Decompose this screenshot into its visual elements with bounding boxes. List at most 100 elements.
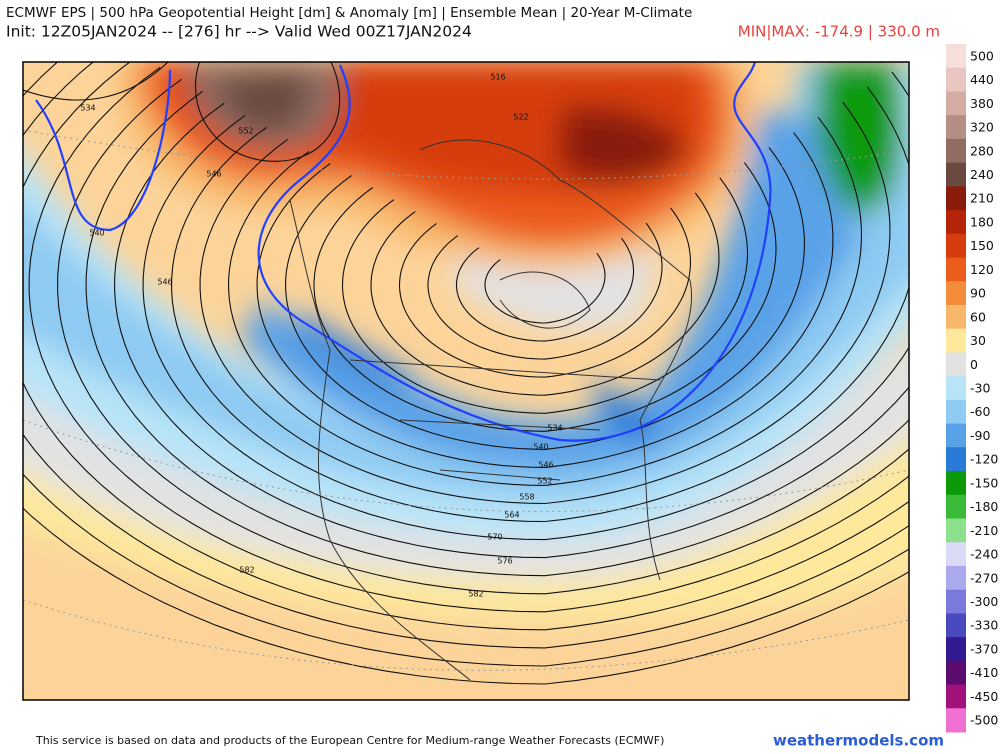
contour-label: 582 [468,590,483,599]
colorbar-label: 440 [970,72,994,87]
colorbar-swatch [946,399,966,425]
colorbar-swatch [946,210,966,235]
colorbar: 500 440 380 320 280 240 210 180 150 120 90 60 30 0 -30… [946,44,998,733]
colorbar-swatch [946,91,966,116]
colorbar-label: 320 [970,120,994,135]
colorbar-swatch [946,684,966,709]
contour-label: 582 [239,566,254,575]
colorbar-swatch [946,44,966,69]
colorbar-label: 210 [970,191,994,206]
colorbar-swatch [946,257,966,282]
contour-labels: 5345405465525465165225825825765705645585… [80,73,562,599]
colorbar-label: 0 [970,357,978,372]
colorbar-label: 150 [970,238,994,253]
colorbar-swatch [946,471,966,496]
contour-label: 576 [497,557,512,566]
contour-line [194,62,341,162]
contour-line [28,66,909,613]
colorbar-label: -330 [970,618,998,633]
colorbar-label: 30 [970,333,986,348]
colorbar-label: -30 [970,381,990,396]
contour-line [23,62,169,101]
colorbar-label: 90 [970,286,986,301]
coastlines [289,139,692,681]
anomaly-zero-line [35,69,172,232]
contour-line [23,62,909,685]
colorbar-label: -500 [970,713,998,728]
colorbar-label: -300 [970,594,998,609]
colorbar-label: 240 [970,167,994,182]
colorbar-swatch [946,447,966,472]
colorbar-swatch [946,708,966,733]
colorbar-swatch [946,494,966,519]
colorbar-swatch [946,328,966,353]
contour-line [23,62,909,667]
colorbar-swatch [946,376,966,401]
contour-label: 522 [513,113,528,122]
contour-line [455,237,635,342]
colorbar-label: -450 [970,689,998,704]
colorbar-label: -270 [970,570,998,585]
contour-line [285,147,805,450]
colorbar-swatch [946,186,966,211]
contour-label: 570 [487,533,502,542]
contour-line [370,192,720,396]
colorbar-label: 60 [970,309,986,324]
contour-label: 564 [504,511,519,520]
contour-label: 534 [547,424,562,433]
colorbar-swatch [946,637,966,662]
contour-line [398,207,692,378]
contour-label: 516 [490,73,505,82]
colorbar-label: -120 [970,452,998,467]
colorbar-swatch [946,305,966,330]
contour-line [427,222,663,360]
colorbar-label: -90 [970,428,990,443]
colorbar-swatch [946,233,966,258]
colorbar-swatch [946,565,966,591]
contour-label: 540 [89,229,104,238]
colorbar-swatch [946,352,966,377]
contour-line [341,177,749,414]
contour-line [171,86,909,523]
contour-line [484,252,606,324]
contour-line [57,78,909,595]
colorbar-swatch [946,162,966,187]
colorbar-swatch [946,542,966,567]
contour-label: 552 [537,477,552,486]
colorbar-label: -370 [970,642,998,657]
map-frame [22,61,910,701]
colorbar-label: -410 [970,665,998,680]
contour-line [23,62,909,631]
map: 5345405465525465165225825825765705645585… [23,62,909,700]
contour-line [114,102,909,559]
contour-line [23,62,909,649]
colorbar-label: -180 [970,499,998,514]
colorbar-label: 180 [970,214,994,229]
contour-label: 540 [533,443,548,452]
contour-label: 534 [80,104,95,113]
colorbar-swatch [946,281,966,306]
contour-label: 546 [206,170,221,179]
subtitle: Init: 12Z05JAN2024 -- [276] hr --> Valid… [6,23,472,41]
colorbar-label: 380 [970,96,994,111]
colorbar-swatch [946,67,966,92]
contour-line [256,132,834,468]
anomaly-zero-line [257,62,772,442]
contour-label: 552 [238,127,253,136]
contour-line [228,116,862,486]
graticule [23,129,909,671]
contour-line [142,71,909,541]
height-contours [23,62,909,685]
source: weathermodels.com [773,732,944,750]
disclaimer: This service is based on data and produc… [35,734,664,747]
colorbar-label: -210 [970,523,998,538]
contour-label: 558 [519,493,534,502]
contour-label: 546 [157,278,172,287]
colorbar-swatch [946,423,966,448]
colorbar-swatch [946,589,966,614]
colorbar-label: -150 [970,475,998,490]
min-max: MIN|MAX: -174.9 | 330.0 m [738,23,940,41]
colorbar-label: 120 [970,262,994,277]
